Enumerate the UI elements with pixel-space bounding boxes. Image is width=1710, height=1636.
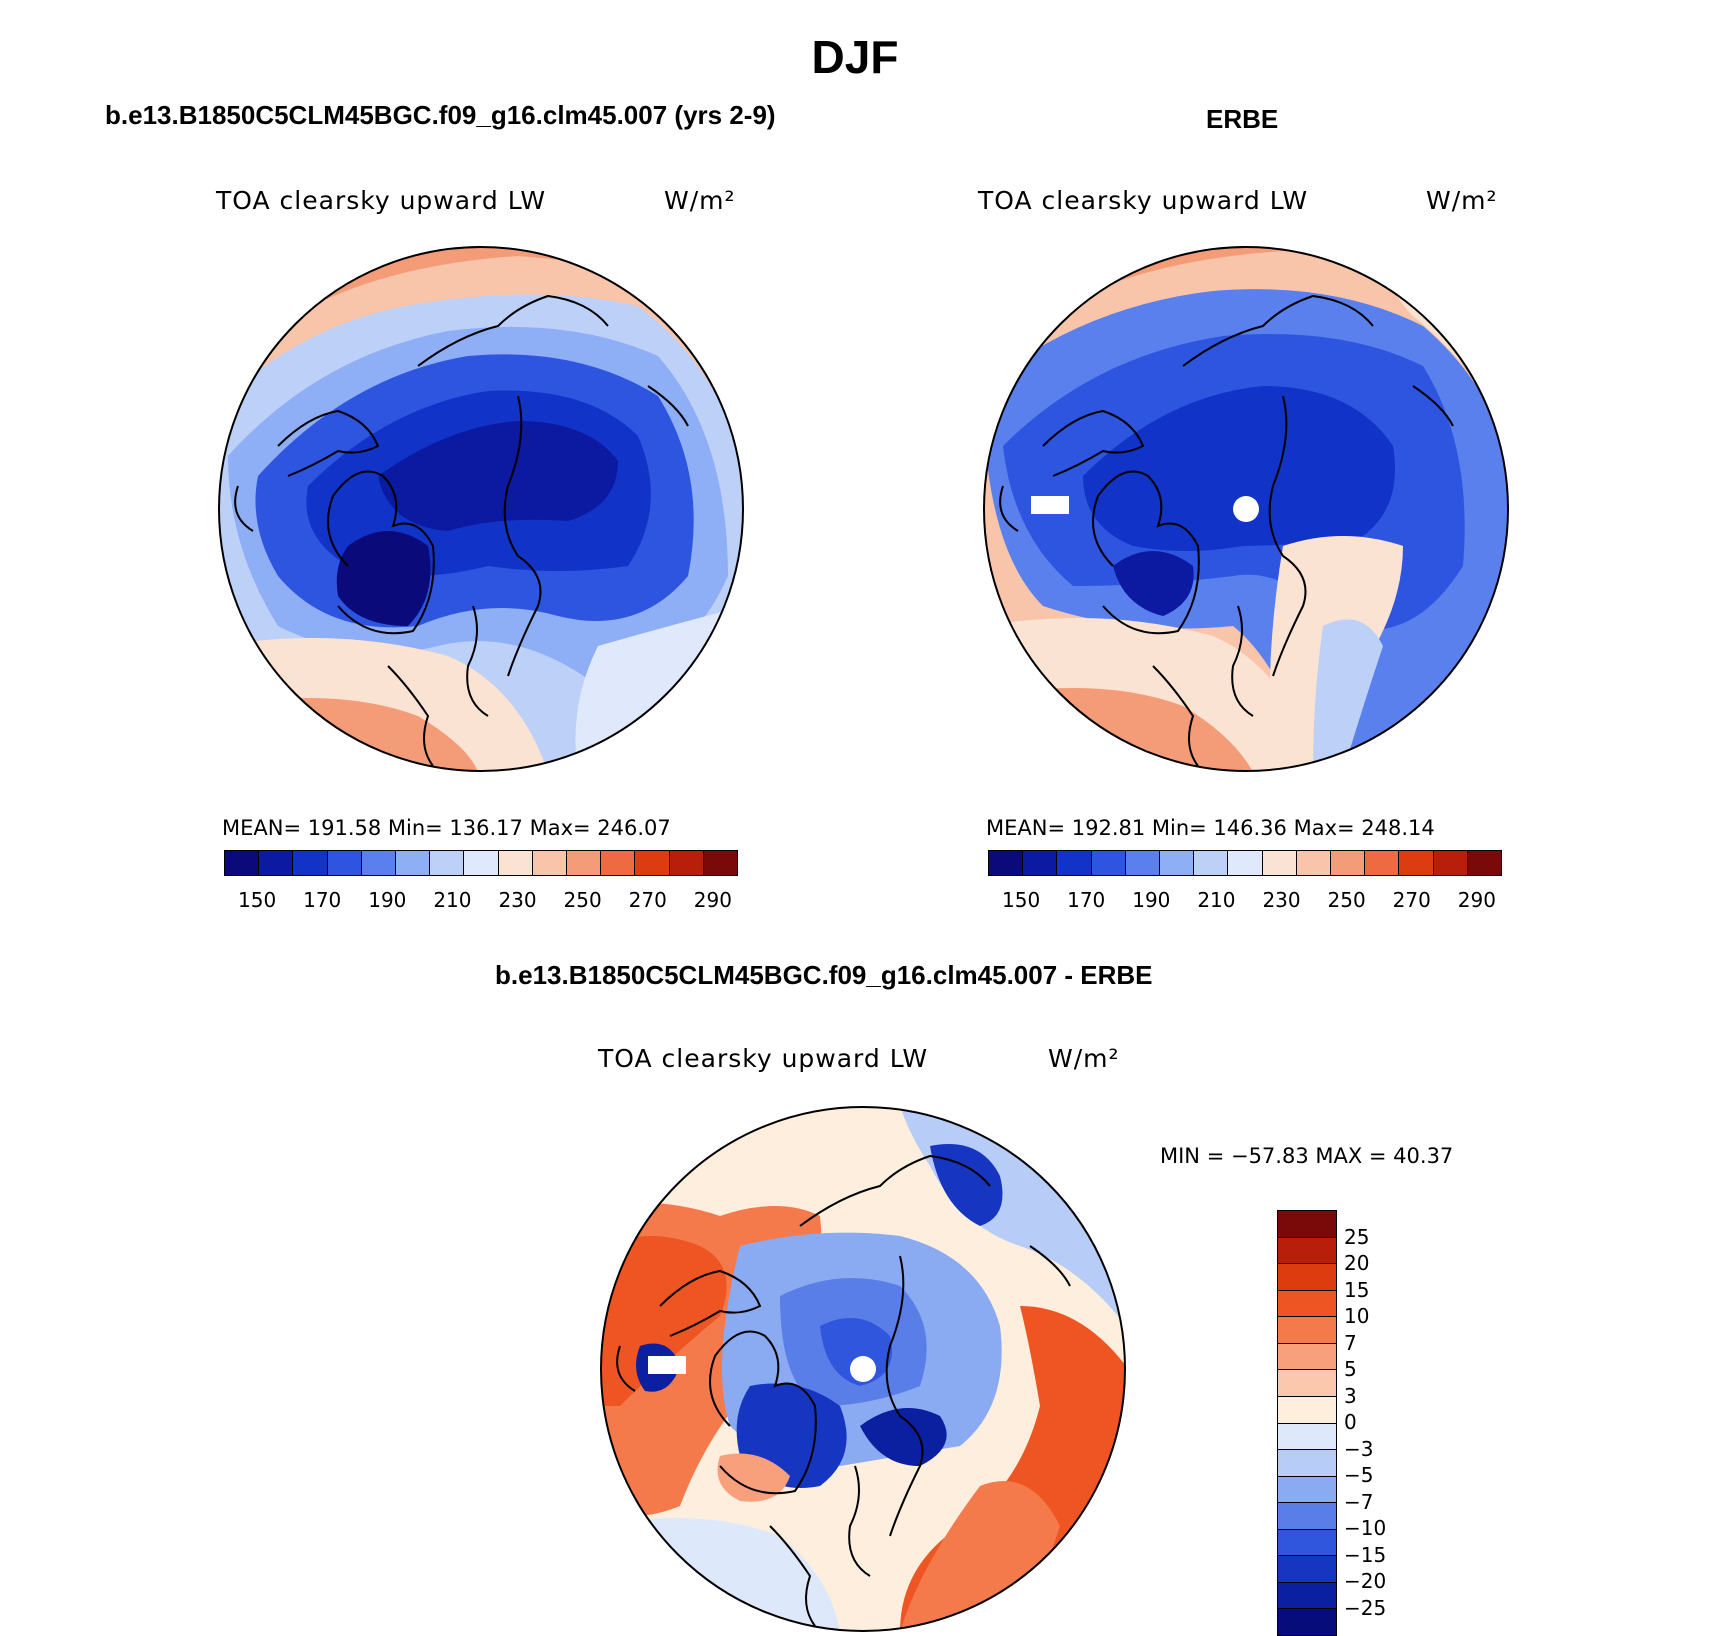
colorbar-swatch — [532, 851, 568, 875]
colorbar-swatch — [635, 851, 670, 875]
colorbar-swatch — [1296, 851, 1332, 875]
colorbar-swatch — [1278, 1476, 1336, 1504]
diff-colorbar — [1277, 1210, 1337, 1636]
figure-title: DJF — [811, 31, 899, 83]
model-stats: MEAN= 191.58 Min= 136.17 Max= 246.07 — [222, 816, 671, 840]
colorbar-swatch — [1278, 1529, 1336, 1557]
colorbar-tick-label: −10 — [1344, 1516, 1387, 1540]
colorbar-tick-label: 170 — [1067, 888, 1106, 912]
colorbar-swatch — [1278, 1370, 1336, 1397]
colorbar-swatch — [1278, 1211, 1336, 1238]
colorbar-swatch — [1278, 1503, 1336, 1530]
colorbar-swatch — [1262, 851, 1297, 875]
colorbar-tick-label: 270 — [628, 888, 667, 912]
obs-stats: MEAN= 192.81 Min= 146.36 Max= 248.14 — [986, 816, 1435, 840]
colorbar-swatch — [1125, 851, 1161, 875]
colorbar-swatch — [703, 851, 738, 875]
colorbar-tick-label: 290 — [1457, 888, 1496, 912]
colorbar-tick-label: 210 — [433, 888, 472, 912]
colorbar-tick-label: −15 — [1344, 1542, 1387, 1567]
colorbar-tick-label: −25 — [1344, 1595, 1387, 1620]
colorbar-swatch — [259, 851, 294, 875]
colorbar-swatch — [327, 851, 362, 875]
colorbar-swatch — [669, 851, 704, 875]
colorbar-swatch — [225, 851, 260, 875]
colorbar-swatch — [430, 851, 465, 875]
colorbar-swatch — [1365, 851, 1400, 875]
colorbar-tick-label: −3 — [1344, 1436, 1374, 1461]
colorbar-tick-label: −7 — [1344, 1489, 1374, 1514]
colorbar-swatch — [293, 851, 328, 875]
colorbar-tick-label: 190 — [1132, 888, 1171, 912]
diff-stats: MIN = −57.83 MAX = 40.37 — [1160, 1144, 1454, 1168]
obs-colorbar — [988, 850, 1502, 876]
colorbar-tick-label: 230 — [498, 888, 537, 912]
colorbar-swatch — [464, 851, 499, 875]
colorbar-tick-label: −20 — [1344, 1569, 1387, 1593]
colorbar-swatch — [1278, 1396, 1336, 1424]
colorbar-tick-label: 0 — [1344, 1410, 1357, 1434]
colorbar-tick-label: 270 — [1392, 888, 1431, 912]
colorbar-tick-label: 210 — [1197, 888, 1236, 912]
colorbar-tick-label: 10 — [1344, 1304, 1370, 1328]
colorbar-swatch — [1399, 851, 1434, 875]
colorbar-swatch — [361, 851, 397, 875]
colorbar-swatch — [1194, 851, 1229, 875]
diff-units-label: W/m² — [1048, 1044, 1120, 1073]
colorbar-tick-label: 25 — [1344, 1224, 1370, 1249]
model-variable-label: TOA clearsky upward LW — [216, 186, 547, 215]
colorbar-swatch — [1057, 851, 1092, 875]
obs-units-label: W/m² — [1426, 186, 1498, 215]
colorbar-swatch — [601, 851, 636, 875]
model-polar-map — [218, 246, 744, 772]
colorbar-tick-label: 150 — [238, 888, 277, 912]
colorbar-tick-label: 7 — [1344, 1330, 1357, 1355]
colorbar-swatch — [1023, 851, 1058, 875]
obs-polar-map — [983, 246, 1509, 772]
colorbar-tick-label: 230 — [1262, 888, 1301, 912]
colorbar-tick-label: 20 — [1344, 1251, 1370, 1275]
colorbar-swatch — [989, 851, 1024, 875]
colorbar-swatch — [1331, 851, 1366, 875]
colorbar-tick-label: 250 — [1327, 888, 1366, 912]
colorbar-swatch — [1278, 1317, 1336, 1344]
colorbar-swatch — [1278, 1264, 1336, 1291]
colorbar-swatch — [1278, 1423, 1336, 1451]
diff-variable-label: TOA clearsky upward LW — [598, 1044, 929, 1073]
model-colorbar-ticks: 150 170 190 210 230 250 270 290 — [238, 888, 732, 912]
colorbar-swatch — [1278, 1556, 1336, 1583]
colorbar-swatch — [1278, 1290, 1336, 1318]
colorbar-tick-label: 150 — [1002, 888, 1041, 912]
obs-variable-label: TOA clearsky upward LW — [978, 186, 1309, 215]
colorbar-swatch — [1228, 851, 1263, 875]
colorbar-swatch — [1278, 1609, 1336, 1635]
obs-colorbar-ticks: 150 170 190 210 230 250 270 290 — [1002, 888, 1496, 912]
colorbar-tick-label: 290 — [693, 888, 732, 912]
model-panel-title: b.e13.B1850C5CLM45BGC.f09_g16.clm45.007 … — [105, 100, 776, 130]
colorbar-tick-label: 3 — [1344, 1383, 1357, 1408]
colorbar-swatch — [1091, 851, 1126, 875]
colorbar-tick-label: 250 — [563, 888, 602, 912]
colorbar-tick-label: −5 — [1344, 1463, 1374, 1487]
colorbar-swatch — [1278, 1343, 1336, 1371]
diff-colorbar-ticks: 25 20 15 10 7 5 3 0 −3 −5 −7 −10 −15 −20 −25 — [1344, 1210, 1424, 1634]
colorbar-tick-label: 5 — [1344, 1357, 1357, 1381]
colorbar-swatch — [1467, 851, 1502, 875]
obs-panel-title: ERBE — [1206, 104, 1279, 134]
model-units-label: W/m² — [664, 186, 736, 215]
colorbar-tick-label: 15 — [1344, 1277, 1370, 1302]
model-colorbar — [224, 850, 738, 876]
colorbar-tick-label: 170 — [303, 888, 342, 912]
colorbar-tick-label: 190 — [368, 888, 407, 912]
colorbar-swatch — [1433, 851, 1468, 875]
colorbar-swatch — [1278, 1582, 1336, 1610]
colorbar-swatch — [498, 851, 533, 875]
colorbar-swatch — [1278, 1450, 1336, 1477]
colorbar-swatch — [1160, 851, 1195, 875]
colorbar-swatch — [1278, 1237, 1336, 1265]
colorbar-swatch — [396, 851, 431, 875]
colorbar-swatch — [567, 851, 602, 875]
diff-panel-title: b.e13.B1850C5CLM45BGC.f09_g16.clm45.007 … — [495, 960, 1153, 990]
diff-polar-map — [600, 1106, 1126, 1632]
